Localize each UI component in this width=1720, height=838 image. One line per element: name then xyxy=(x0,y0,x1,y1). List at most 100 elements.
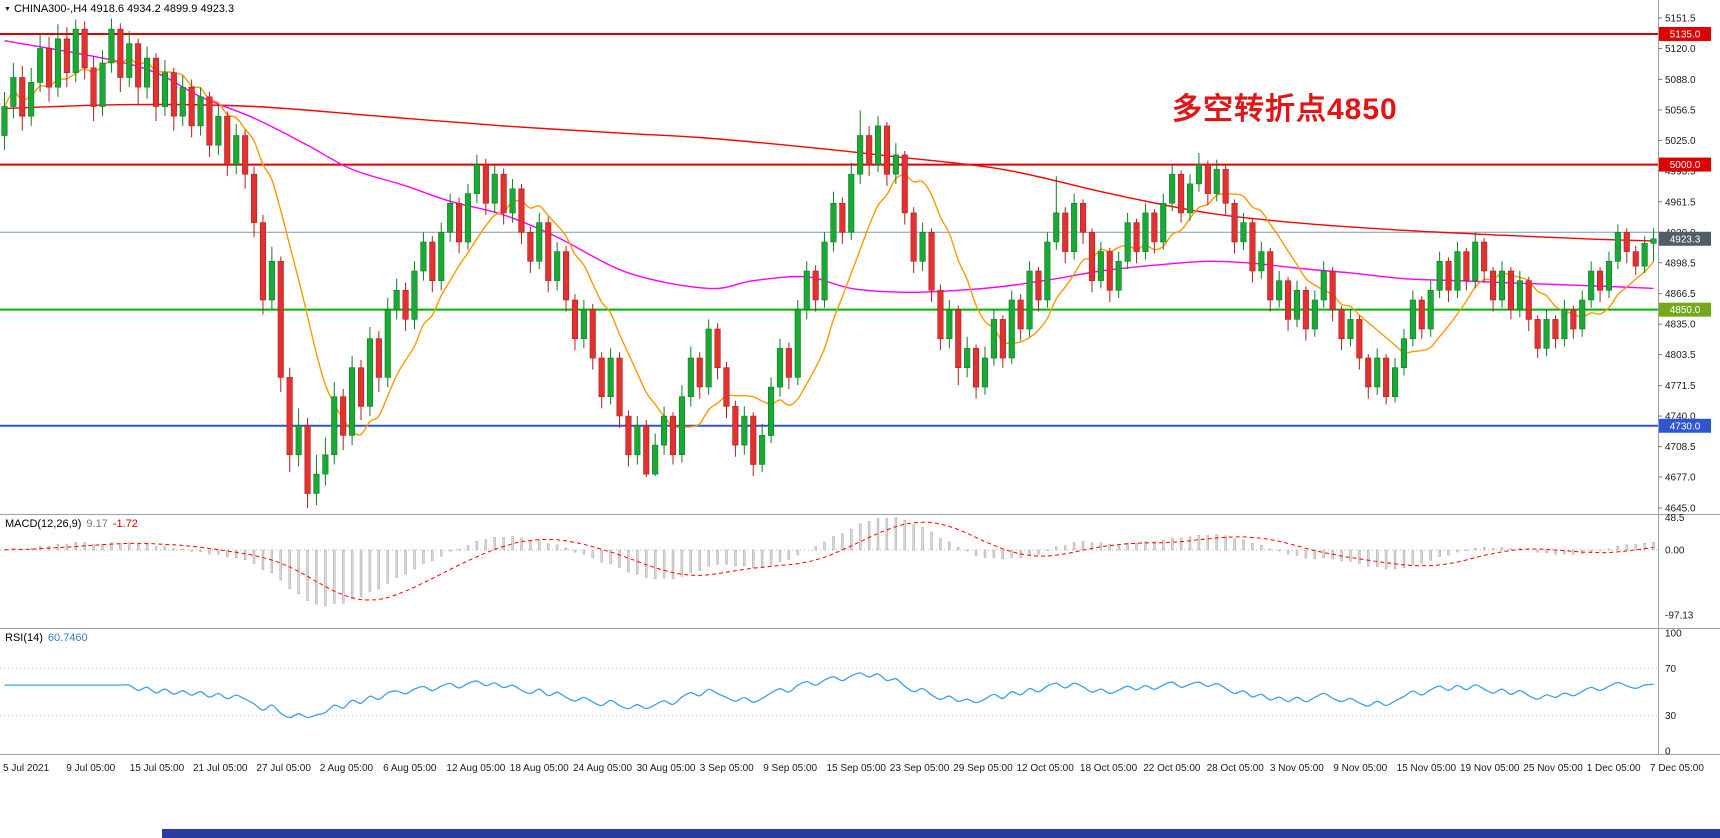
candle xyxy=(794,300,801,386)
macd-histogram-bar xyxy=(1509,548,1513,551)
candle xyxy=(803,261,810,320)
macd-histogram-bar xyxy=(1616,545,1620,551)
candle xyxy=(883,121,891,186)
macd-histogram-bar xyxy=(261,549,265,570)
macd-histogram-bar xyxy=(359,549,363,598)
candle xyxy=(759,423,766,473)
macd-histogram-bar xyxy=(769,549,773,566)
candle xyxy=(1285,276,1292,331)
macd-histogram-bar xyxy=(1420,549,1424,564)
price-tick-label: 4866.5 xyxy=(1665,289,1696,300)
candle xyxy=(1445,257,1452,302)
rsi-indicator-name: RSI(14) xyxy=(5,632,43,644)
macd-histogram-bar xyxy=(1367,549,1370,567)
macd-histogram-bar xyxy=(1010,549,1013,558)
macd-histogram-bar xyxy=(1028,549,1031,556)
macd-histogram-bar xyxy=(1375,549,1379,568)
macd-histogram-bar xyxy=(1634,544,1637,551)
macd-histogram-bar xyxy=(671,549,675,579)
macd-histogram-bar xyxy=(511,536,514,551)
candle xyxy=(1525,276,1532,331)
macd-histogram-bar xyxy=(1233,538,1236,551)
macd-histogram-bar xyxy=(1037,549,1040,555)
symbol-ohlc-text: CHINA300-,H4 4918.6 4934.2 4899.9 4923.3 xyxy=(13,3,235,15)
candle xyxy=(411,261,418,330)
time-axis-label: 23 Sep 05:00 xyxy=(890,763,950,774)
candle xyxy=(37,33,44,93)
candle xyxy=(393,278,400,320)
time-axis-label: 2 Aug 05:00 xyxy=(320,763,374,774)
candle xyxy=(429,236,436,293)
time-axis-label: 24 Aug 05:00 xyxy=(573,763,632,774)
price-tick-label: 4740.0 xyxy=(1665,412,1696,423)
candle xyxy=(1383,354,1390,405)
price-axis[interactable]: 5151.5 5120.0 5088.0 5056.5 5025.0 4993.5 4961… xyxy=(1658,14,1711,515)
macd-histogram-bar xyxy=(1589,549,1593,552)
candle xyxy=(1374,348,1381,395)
candle xyxy=(1026,261,1033,337)
macd-histogram-bar xyxy=(395,549,398,578)
price-level-badge: 4850.0 xyxy=(1659,302,1711,317)
candle xyxy=(1418,296,1425,339)
macd-histogram-bar xyxy=(1322,549,1325,559)
candle xyxy=(1311,290,1318,337)
macd-histogram-bar xyxy=(163,546,167,551)
time-axis-label: 5 Jul 2021 xyxy=(3,763,50,774)
candle xyxy=(45,36,53,102)
candle xyxy=(1650,228,1657,262)
candle xyxy=(848,162,855,241)
candle xyxy=(785,342,792,390)
candle xyxy=(348,356,356,446)
rsi-axis-label: 70 xyxy=(1665,664,1677,675)
candle xyxy=(812,265,819,312)
candle xyxy=(536,212,543,270)
symbol-ohlc-line[interactable]: ▼ CHINA300-,H4 4918.6 4934.2 4899.9 4923.… xyxy=(4,3,234,15)
macd-histogram-bar xyxy=(930,531,933,551)
macd-histogram-bar xyxy=(297,549,300,595)
candle xyxy=(1507,267,1514,320)
macd-histogram-bar xyxy=(136,544,140,551)
candle xyxy=(696,352,703,399)
candle xyxy=(750,412,757,477)
macd-histogram-bar xyxy=(841,533,844,551)
macd-panel[interactable]: 48.5 0.00 -97.13 xyxy=(0,513,1694,622)
time-axis-label: 21 Jul 05:00 xyxy=(193,763,248,774)
macd-histogram-bar xyxy=(921,526,924,551)
rsi-line xyxy=(4,672,1654,719)
candle xyxy=(901,151,908,225)
macd-histogram-bar xyxy=(1260,545,1263,551)
price-tick-label: 5120.0 xyxy=(1665,44,1696,55)
macd-histogram-bar xyxy=(431,549,434,561)
macd-axis-label: 48.5 xyxy=(1665,513,1685,524)
candle xyxy=(643,419,650,478)
macd-histogram-bar xyxy=(119,543,122,551)
macd-histogram-bar xyxy=(1197,535,1201,551)
candle xyxy=(1436,251,1443,299)
candle xyxy=(937,284,944,351)
macd-indicator-name: MACD(12,26,9) xyxy=(5,518,82,530)
macd-histogram-bar xyxy=(1277,549,1281,552)
macd-histogram-bar xyxy=(609,549,612,565)
rsi-panel[interactable]: 100 70 30 0 xyxy=(0,629,1682,758)
candle xyxy=(545,216,552,293)
time-axis-label: 28 Oct 05:00 xyxy=(1207,763,1265,774)
price-tick-label: 5025.0 xyxy=(1665,136,1696,147)
candle xyxy=(242,129,249,189)
macd-histogram-bar xyxy=(333,549,336,604)
price-tick-label: 5151.5 xyxy=(1665,14,1696,25)
candle xyxy=(714,323,721,380)
macd-histogram-bar xyxy=(1447,549,1450,556)
macd-histogram-bar xyxy=(654,549,657,579)
time-axis-label: 18 Oct 05:00 xyxy=(1080,763,1138,774)
candle xyxy=(1088,228,1095,293)
candle xyxy=(108,18,115,73)
candle xyxy=(741,406,748,455)
candle xyxy=(1338,305,1345,351)
candle xyxy=(1267,247,1274,312)
candle xyxy=(625,410,632,467)
candle xyxy=(919,222,926,271)
time-axis[interactable]: 5 Jul 2021 9 Jul 05:00 15 Jul 05:00 21 Jul … xyxy=(3,763,1704,774)
candle xyxy=(571,294,579,351)
candle xyxy=(1231,199,1238,254)
